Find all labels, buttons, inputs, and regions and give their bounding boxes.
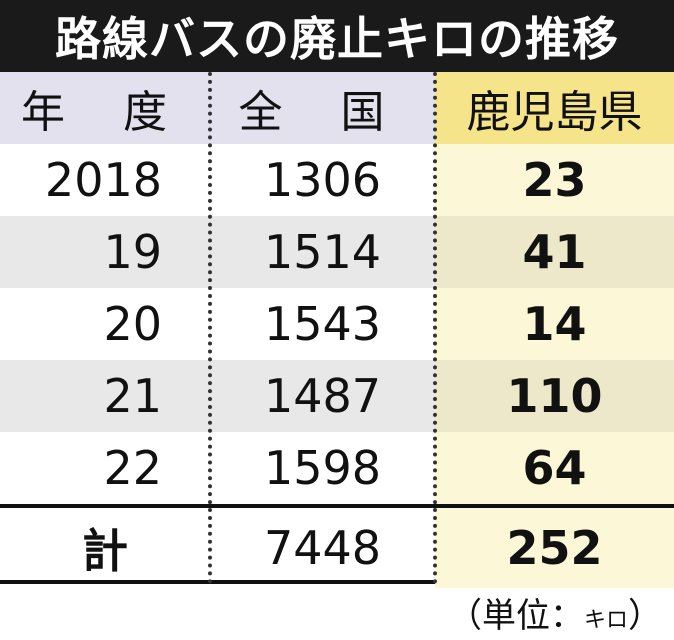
header-kagoshima: 鹿児島県 <box>435 72 674 144</box>
unit-suffix: ） <box>628 596 662 636</box>
cell-national: 1306 <box>263 153 382 207</box>
cell-national: 1487 <box>263 369 382 423</box>
table-row: 2018 1306 23 <box>0 144 674 216</box>
column-divider <box>433 72 437 584</box>
cell-kagoshima: 14 <box>435 288 674 360</box>
total-kagoshima: 252 <box>435 508 674 588</box>
data-table: 年 度 全 国 鹿児島県 2018 1306 23 19 1514 41 20 … <box>0 72 674 588</box>
cell-national: 1543 <box>263 297 382 351</box>
table-title: 路線バスの廃止キロの推移 <box>0 0 674 72</box>
cell-year: 22 <box>103 441 162 495</box>
table-row: 20 1543 14 <box>0 288 674 360</box>
table-row: 19 1514 41 <box>0 216 674 288</box>
cell-year: 20 <box>103 297 162 351</box>
column-divider <box>208 72 212 584</box>
total-row: 計 7448 252 <box>0 504 674 588</box>
table-row: 22 1598 64 <box>0 432 674 504</box>
cell-year: 2018 <box>44 153 162 207</box>
unit-note: （単位：キロ） <box>448 588 662 637</box>
unit-prefix: （単位： <box>447 596 584 636</box>
cell-kagoshima: 110 <box>435 360 674 432</box>
cell-kagoshima: 64 <box>435 432 674 504</box>
cell-kagoshima: 23 <box>435 144 674 216</box>
cell-national: 1514 <box>263 225 382 279</box>
cell-kagoshima: 41 <box>435 216 674 288</box>
total-national: 7448 <box>263 521 382 575</box>
table-row: 21 1487 110 <box>0 360 674 432</box>
header-national: 全 国 <box>238 87 407 138</box>
total-label: 計 <box>82 524 128 578</box>
cell-year: 21 <box>103 369 162 423</box>
cell-year: 19 <box>103 225 162 279</box>
header-row: 年 度 全 国 鹿児島県 <box>0 72 674 144</box>
cell-national: 1598 <box>263 441 382 495</box>
header-year: 年 度 <box>21 87 189 138</box>
unit-symbol: キロ <box>583 608 628 633</box>
